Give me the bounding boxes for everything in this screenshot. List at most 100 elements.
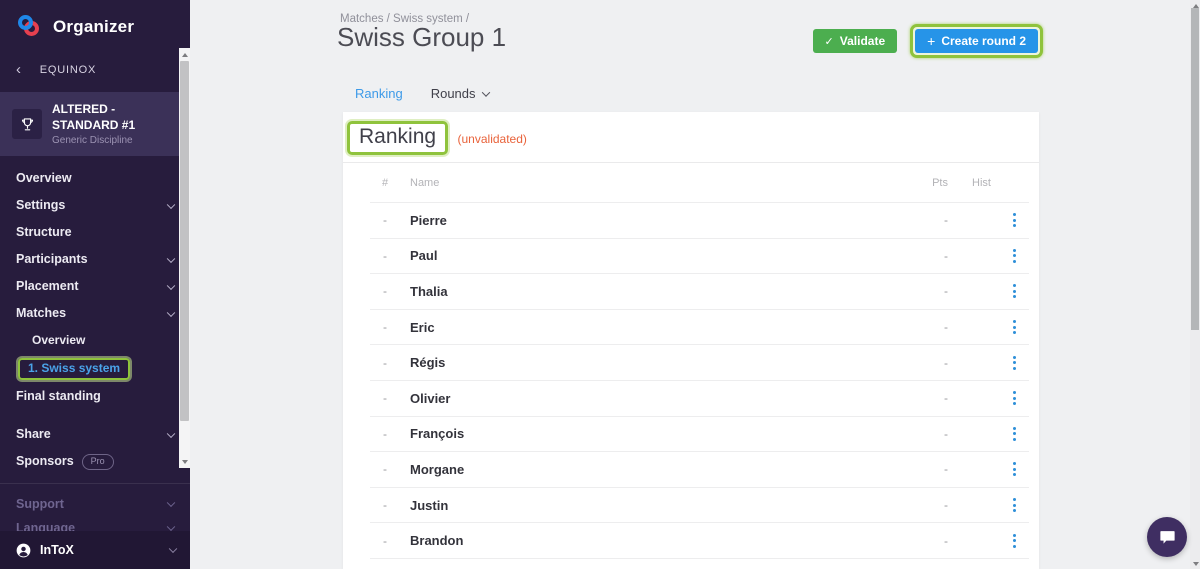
row-menu-icon[interactable] <box>1010 388 1019 408</box>
sidebar-item-structure[interactable]: Structure <box>0 219 190 246</box>
header-hist: Hist <box>972 176 991 189</box>
rank-cell: - <box>383 498 387 513</box>
pts-cell: - <box>944 284 948 299</box>
player-name: Pierre <box>410 212 447 228</box>
chevron-down-icon <box>168 544 178 554</box>
row-menu-icon[interactable] <box>1010 495 1019 515</box>
player-name: Paul <box>410 248 438 264</box>
row-menu-icon[interactable] <box>1010 246 1019 266</box>
sidebar-item-matches[interactable]: Matches <box>0 300 190 327</box>
scroll-down-arrow[interactable] <box>1190 558 1200 569</box>
sidebar-item-share[interactable]: Share <box>0 421 190 448</box>
tournament-card[interactable]: ALTERED - STANDARD #1 Generic Discipline <box>0 92 190 157</box>
header-actions: ✓ Validate + Create round 2 <box>812 24 1043 58</box>
sidebar-item-label: Placement <box>16 279 79 294</box>
chevron-down-icon <box>481 87 490 97</box>
tab-rounds-label: Rounds <box>430 86 476 101</box>
main-content: Matches / Swiss system / Swiss Group 1 ✓… <box>190 0 1190 569</box>
rank-cell: - <box>383 248 387 263</box>
table-row: - Eric - <box>370 310 1029 346</box>
create-round-label: Create round 2 <box>941 34 1026 48</box>
ranking-heading: Ranking <box>359 125 437 148</box>
account-name: InToX <box>40 543 74 557</box>
sidebar-item-placement[interactable]: Placement <box>0 273 190 300</box>
tab-ranking[interactable]: Ranking <box>355 86 403 101</box>
row-menu-icon[interactable] <box>1010 459 1019 479</box>
check-icon: ✓ <box>824 35 834 48</box>
breadcrumb[interactable]: Matches / Swiss system / <box>340 13 470 25</box>
pts-cell: - <box>944 248 948 263</box>
chevron-down-icon <box>166 498 176 508</box>
sidebar-item-label: Matches <box>16 306 67 321</box>
ranking-table: # Name Pts Hist - Pierre - - Paul - <box>343 163 1039 559</box>
row-menu-icon[interactable] <box>1010 424 1019 444</box>
view-tabs: Ranking Rounds <box>355 86 490 101</box>
page-scrollbar[interactable] <box>1190 0 1200 569</box>
rank-cell: - <box>383 391 387 406</box>
chevron-down-icon <box>166 308 176 317</box>
row-menu-icon[interactable] <box>1010 353 1019 373</box>
sidebar-scrollbar[interactable] <box>179 48 190 468</box>
validate-button[interactable]: ✓ Validate <box>812 29 898 53</box>
chevron-down-icon <box>166 429 176 438</box>
sidebar-item-final-standing[interactable]: Final standing <box>0 383 190 410</box>
chevron-down-icon <box>166 522 176 532</box>
table-row: - Brandon - <box>370 523 1029 559</box>
sidebar-item-matches-overview[interactable]: Overview <box>0 327 190 353</box>
account-menu[interactable]: InToX <box>0 531 190 569</box>
chat-bubble-icon <box>1159 530 1175 544</box>
pts-cell: - <box>944 391 948 406</box>
user-icon <box>16 543 31 557</box>
chat-button[interactable] <box>1147 517 1187 557</box>
tab-rounds[interactable]: Rounds <box>430 86 490 101</box>
sidebar-item-label: 1. Swiss system <box>28 361 121 376</box>
table-row: - Pierre - <box>370 203 1029 239</box>
sidebar-item-label: Share <box>16 427 51 442</box>
ranking-panel-header: Ranking (unvalidated) <box>343 112 1039 163</box>
sidebar: Organizer ‹ EQUINOX ALTERED - STANDARD #… <box>0 0 190 569</box>
row-menu-icon[interactable] <box>1010 317 1019 337</box>
table-row: - Justin - <box>370 488 1029 524</box>
sidebar-item-swiss-system[interactable]: 1. Swiss system <box>0 353 190 383</box>
sidebar-item-overview[interactable]: Overview <box>0 165 190 192</box>
table-row: - François - <box>370 417 1029 453</box>
page-scrollbar-thumb[interactable] <box>1191 8 1199 330</box>
annotation-highlight-box: 1. Swiss system <box>18 358 131 381</box>
scroll-down-arrow[interactable] <box>179 456 190 467</box>
page-title: Swiss Group 1 <box>337 22 507 52</box>
row-menu-icon[interactable] <box>1010 281 1019 301</box>
pts-cell: - <box>944 213 948 228</box>
scroll-up-arrow[interactable] <box>179 49 190 60</box>
chevron-down-icon <box>166 200 176 209</box>
sidebar-item-sponsors[interactable]: Sponsors Pro <box>0 448 190 475</box>
sidebar-item-settings[interactable]: Settings <box>0 192 190 219</box>
back-to-equinox[interactable]: ‹ EQUINOX <box>0 50 190 82</box>
row-menu-icon[interactable] <box>1010 210 1019 230</box>
table-row: - Thalia - <box>370 274 1029 310</box>
spacer <box>0 410 190 421</box>
back-label: EQUINOX <box>39 64 97 76</box>
sidebar-scrollbar-thumb[interactable] <box>180 61 189 421</box>
sidebar-item-support[interactable]: Support <box>0 492 190 516</box>
brand-name: Organizer <box>53 16 135 36</box>
scroll-up-arrow[interactable] <box>1190 0 1200 11</box>
player-name: Régis <box>410 355 446 371</box>
pro-badge: Pro <box>81 454 114 471</box>
logo-ring-blue <box>18 15 33 30</box>
create-round-button[interactable]: + Create round 2 <box>915 29 1038 53</box>
rank-cell: - <box>383 426 387 441</box>
tournament-discipline: Generic Discipline <box>52 135 133 147</box>
pts-cell: - <box>944 320 948 335</box>
sidebar-item-label: Final standing <box>16 389 101 404</box>
player-name: Morgane <box>410 461 465 477</box>
pts-cell: - <box>944 462 948 477</box>
player-name: François <box>410 426 465 442</box>
sidebar-item-participants[interactable]: Participants <box>0 246 190 273</box>
validate-label: Validate <box>839 34 886 48</box>
brand-home-link[interactable]: Organizer <box>0 0 190 50</box>
sidebar-item-label: Overview <box>32 333 86 348</box>
tournament-meta: ALTERED - STANDARD #1 Generic Discipline <box>52 102 178 146</box>
row-menu-icon[interactable] <box>1010 531 1019 551</box>
annotation-highlight-box: Ranking <box>347 121 449 155</box>
